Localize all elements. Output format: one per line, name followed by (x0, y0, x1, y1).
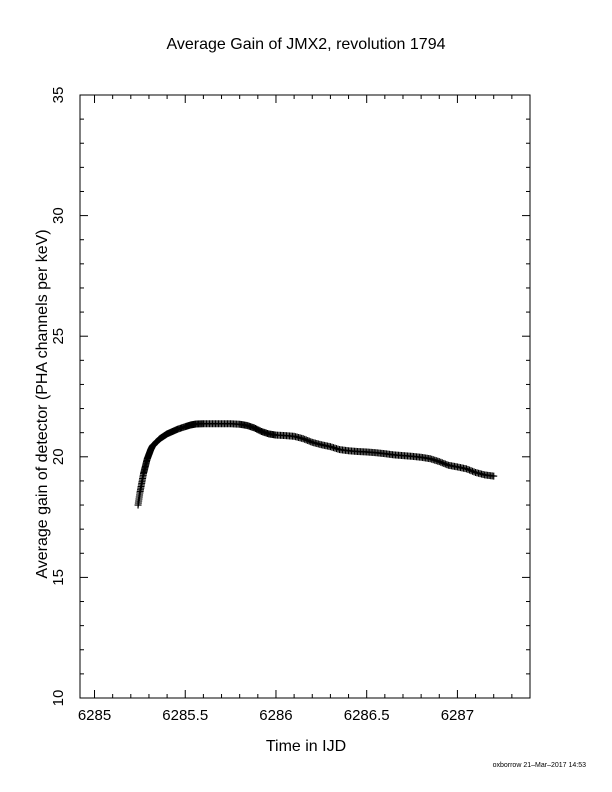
y-tick-label: 20 (50, 448, 67, 465)
data-point (466, 466, 474, 474)
data-point (307, 438, 315, 446)
x-tick-label: 6285 (78, 707, 111, 724)
data-point (304, 437, 312, 445)
data-point (467, 467, 475, 475)
plot-frame (79, 94, 531, 699)
data-point (438, 459, 446, 467)
x-tick-label: 6287 (441, 707, 474, 724)
x-axis-label: Time in IJD (265, 738, 347, 755)
data-point (435, 458, 443, 466)
data-point (470, 468, 478, 476)
data-point (301, 435, 309, 443)
credit-stamp: oxborrow 21–Mar–2017 14:53 (492, 762, 586, 769)
data-point (299, 435, 307, 443)
x-tick-label: 6286 (259, 707, 292, 724)
y-tick-label: 25 (50, 328, 67, 345)
data-point (443, 461, 451, 469)
y-tick-label: 35 (50, 87, 67, 104)
y-axis-label: Average gain of detector (PHA channels p… (34, 229, 51, 579)
data-point (302, 436, 310, 444)
y-tick-label: 10 (50, 690, 67, 707)
y-tick-label: 30 (50, 207, 67, 224)
data-point (305, 437, 313, 445)
data-point (490, 472, 498, 480)
data-point (437, 458, 445, 466)
chart-title: Average Gain of JMX2, revolution 1794 (166, 36, 446, 53)
data-point (441, 460, 449, 468)
data-point (440, 459, 448, 467)
y-tick-label: 15 (50, 569, 67, 586)
data-point (469, 467, 477, 475)
x-tick-label: 6285.5 (162, 707, 208, 724)
data-point (464, 465, 472, 473)
data-point (462, 465, 470, 473)
x-tick-label: 6286.5 (344, 707, 390, 724)
